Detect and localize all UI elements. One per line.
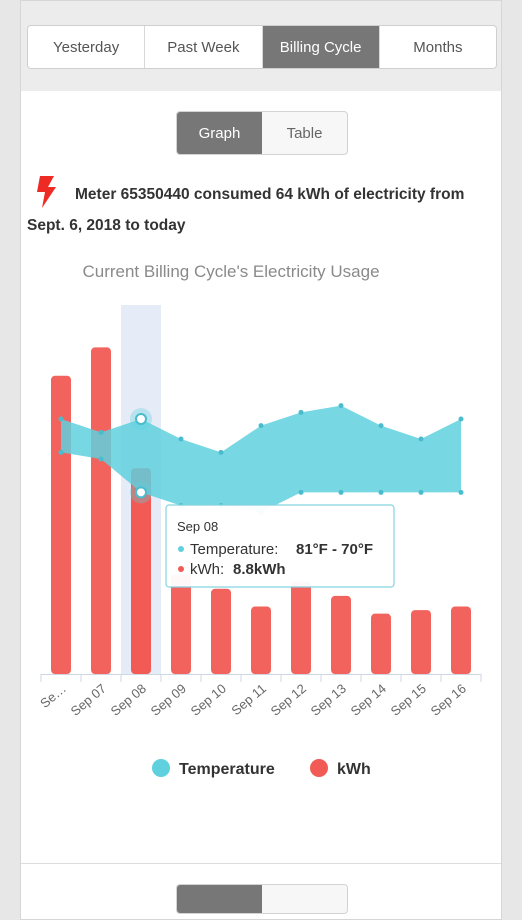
- tooltip-temperature-value: 81°F - 70°F: [296, 541, 373, 558]
- kwh-bar[interactable]: [291, 581, 311, 674]
- legend-temperature-label[interactable]: Temperature: [179, 761, 275, 778]
- temperature-low-point[interactable]: [418, 489, 424, 495]
- tab-table[interactable]: Table: [286, 124, 323, 142]
- x-tick-label: Sep 10: [188, 681, 229, 719]
- kwh-bar[interactable]: [91, 347, 111, 674]
- bottom-tab-graph[interactable]: [177, 885, 262, 913]
- x-tick-label: Sep 11: [228, 681, 268, 718]
- tooltip-kwh-label: kWh:: [190, 561, 224, 578]
- tooltip-kwh-value: 8.8kWh: [233, 561, 286, 578]
- temperature-low-point[interactable]: [298, 489, 304, 495]
- section-divider: [21, 863, 501, 864]
- x-tick-label: Sep 08: [108, 681, 149, 719]
- legend-temperature-swatch[interactable]: [152, 759, 170, 777]
- kwh-bar[interactable]: [331, 595, 351, 674]
- main-panel: Yesterday Past Week Billing Cycle Months…: [20, 0, 502, 920]
- legend-kwh-swatch[interactable]: [310, 759, 328, 777]
- temperature-high-point[interactable]: [378, 423, 384, 429]
- kwh-bar[interactable]: [211, 588, 231, 674]
- legend-kwh-label[interactable]: kWh: [337, 761, 371, 778]
- x-tick-label: Sep 14: [348, 681, 389, 719]
- x-tick-label: Sep 12: [268, 681, 309, 719]
- kwh-bar[interactable]: [131, 468, 151, 674]
- temperature-low-point[interactable]: [338, 489, 344, 495]
- temperature-range-area: [61, 405, 461, 513]
- temperature-high-point[interactable]: [98, 429, 104, 435]
- usage-summary: Meter 65350440 consumed 64 kWh of electr…: [27, 186, 465, 234]
- tab-past-week[interactable]: Past Week: [145, 26, 263, 68]
- x-tick-label: Sep 13: [308, 681, 349, 719]
- bottom-tab-table[interactable]: [262, 885, 347, 913]
- tab-months[interactable]: Months: [413, 38, 463, 56]
- tab-billing-cycle[interactable]: Billing Cycle: [262, 26, 380, 68]
- temperature-low-point[interactable]: [458, 489, 464, 495]
- temperature-high-point[interactable]: [338, 403, 344, 409]
- tab-yesterday[interactable]: Yesterday: [28, 26, 146, 68]
- tooltip-temperature-dot: [178, 546, 184, 552]
- hover-marker[interactable]: [135, 413, 147, 425]
- tooltip-date: Sep 08: [177, 519, 218, 534]
- tooltip-box: [165, 504, 395, 588]
- temperature-high-point[interactable]: [458, 416, 464, 422]
- x-tick-label: Sep 15: [388, 681, 429, 719]
- temperature-high-point[interactable]: [418, 436, 424, 442]
- temperature-high-point[interactable]: [58, 416, 64, 422]
- bottom-view-toggle: [176, 884, 348, 914]
- kwh-bar[interactable]: [411, 610, 431, 674]
- lightning-bolt-icon: [37, 176, 56, 208]
- x-tick-label: Sep 09: [148, 681, 189, 719]
- tooltip-kwh-dot: [178, 566, 184, 572]
- kwh-bar[interactable]: [251, 606, 271, 674]
- x-tick-label: Sep 16: [428, 681, 469, 719]
- view-toggle: Graph Table: [176, 111, 348, 155]
- temperature-high-point[interactable]: [298, 409, 304, 415]
- temperature-high-point[interactable]: [178, 436, 184, 442]
- kwh-bar[interactable]: [171, 574, 191, 674]
- temperature-low-point[interactable]: [58, 449, 64, 455]
- hover-marker[interactable]: [135, 486, 147, 499]
- temperature-high-point[interactable]: [218, 449, 224, 455]
- electricity-usage-chart: Current Billing Cycle's Electricity Usag…: [37, 262, 482, 778]
- temperature-low-point[interactable]: [378, 489, 384, 495]
- temperature-high-point[interactable]: [258, 423, 264, 429]
- x-tick-label: Sep 07: [68, 681, 109, 719]
- x-tick-label: Se…: [37, 681, 69, 711]
- kwh-bar[interactable]: [451, 606, 471, 674]
- kwh-bar[interactable]: [371, 613, 391, 674]
- period-bar: Yesterday Past Week Billing Cycle Months: [21, 1, 501, 91]
- temperature-low-point[interactable]: [98, 456, 104, 462]
- chart-title: Current Billing Cycle's Electricity Usag…: [82, 262, 379, 281]
- period-segmented-control: Yesterday Past Week Billing Cycle Months: [27, 25, 497, 69]
- tab-graph[interactable]: Graph: [177, 112, 262, 154]
- tooltip-temperature-label: Temperature:: [190, 541, 278, 558]
